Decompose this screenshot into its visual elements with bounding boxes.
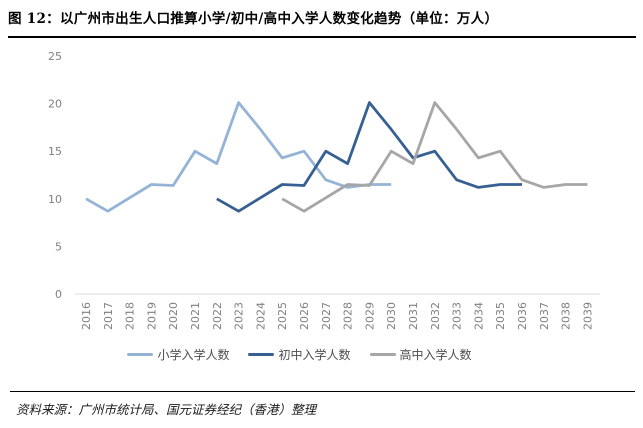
x-tick-label: 2024	[254, 302, 267, 330]
legend-item: 高中入学人数	[369, 346, 472, 363]
legend-label: 高中入学人数	[399, 348, 472, 362]
x-tick-label: 2037	[538, 302, 551, 330]
x-tick-label: 2020	[167, 302, 180, 330]
x-tick-label: 2022	[211, 302, 224, 330]
legend-label: 初中入学人数	[278, 348, 351, 362]
x-tick-label: 2026	[298, 302, 311, 330]
footer-divider	[10, 391, 635, 392]
x-tick-label: 2027	[320, 302, 333, 330]
x-tick-label: 2031	[407, 302, 420, 330]
x-tick-label: 2034	[472, 302, 485, 330]
y-tick-label: 0	[55, 288, 62, 301]
legend-swatch	[369, 352, 396, 357]
x-tick-label: 2032	[429, 302, 442, 330]
legend-item: 小学入学人数	[127, 346, 229, 363]
legend-swatch	[248, 352, 275, 357]
x-tick-label: 2017	[102, 302, 115, 330]
x-tick-label: 2025	[276, 302, 289, 330]
x-tick-label: 2029	[363, 302, 376, 330]
x-tick-label: 2038	[560, 302, 573, 330]
x-tick-label: 2018	[124, 302, 137, 330]
y-tick-label: 15	[48, 145, 62, 158]
x-tick-label: 2028	[342, 302, 355, 330]
figure-header: 图 12：以广州市出生人口推算小学/初中/高中入学人数变化趋势（单位：万人）	[8, 4, 636, 38]
chart-area: 0 5 10 15 20 25 2016 2017 2018 2019 2020 2021 2022 20…	[0, 40, 643, 340]
x-tick-label: 2030	[385, 302, 398, 330]
chart-legend: 小学入学人数 初中入学人数 高中入学人数	[0, 346, 621, 363]
figure-title: 图 12：以广州市出生人口推算小学/初中/高中入学人数变化趋势（单位：万人）	[8, 11, 499, 27]
x-tick-label: 2023	[233, 302, 246, 330]
x-tick-label: 2016	[80, 302, 93, 330]
legend-swatch	[127, 352, 154, 357]
y-tick-label: 25	[48, 50, 62, 63]
y-tick-label: 5	[55, 240, 62, 253]
source-note: 资料来源：广州市统计局、国元证券经纪（香港）整理	[16, 402, 317, 417]
x-tick-label: 2019	[145, 302, 158, 330]
x-tick-label: 2021	[189, 302, 202, 330]
legend-label: 小学入学人数	[157, 348, 230, 362]
x-tick-label: 2039	[581, 302, 594, 330]
y-tick-label: 10	[48, 193, 62, 206]
series-line-primary-school	[85, 101, 392, 213]
y-tick-label: 20	[48, 98, 62, 111]
series-line-junior-high	[216, 101, 522, 213]
series-line-senior-high	[281, 101, 588, 213]
legend-item: 初中入学人数	[248, 346, 351, 363]
x-tick-label: 2035	[494, 302, 507, 330]
x-tick-label: 2033	[451, 302, 464, 330]
x-tick-label: 2036	[516, 302, 529, 330]
